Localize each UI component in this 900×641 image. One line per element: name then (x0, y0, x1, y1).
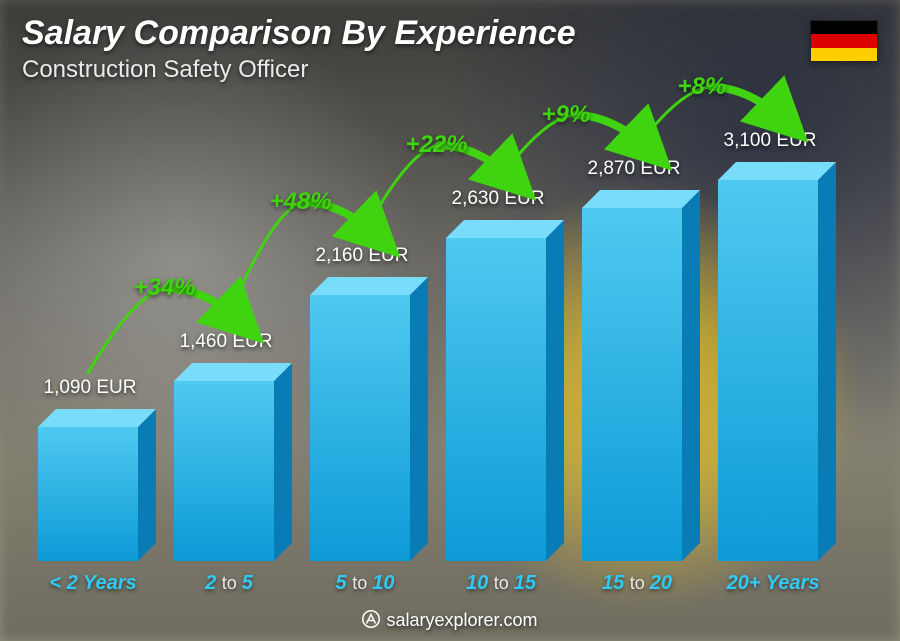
footer-text: salaryexplorer.com (386, 610, 537, 630)
flag-stripe-black (811, 21, 877, 34)
bar-side-face (138, 409, 156, 561)
chart-title: Salary Comparison By Experience (22, 14, 576, 53)
bar-front (446, 238, 546, 561)
bar-category-label: 15 to 20 (569, 572, 705, 595)
growth-pct-label: +9% (542, 101, 591, 129)
bar-value-label: 2,630 EUR (428, 188, 568, 210)
bar-value-label: 3,100 EUR (700, 130, 840, 152)
bar (38, 427, 138, 561)
bar-side-face (682, 190, 700, 561)
flag-stripe-gold (811, 48, 877, 61)
footer: salaryexplorer.com (0, 610, 900, 631)
bar-side-face (546, 220, 564, 561)
logo-icon (362, 610, 380, 628)
bar-value-label: 1,090 EUR (20, 377, 160, 399)
bar-top-face (446, 220, 564, 238)
flag-stripe-red (811, 34, 877, 47)
chart-subtitle: Construction Safety Officer (22, 56, 308, 84)
growth-pct-label: +8% (678, 73, 727, 101)
bar (718, 180, 818, 561)
bar-side-face (410, 277, 428, 561)
bar-value-label: 2,160 EUR (292, 245, 432, 267)
bar-side-face (274, 363, 292, 561)
bar-category-label: 20+ Years (705, 572, 841, 595)
bar-side-face (818, 162, 836, 561)
bar-chart: 1,090 EUR< 2 Years1,460 EUR2 to 52,160 E… (30, 100, 850, 561)
bar-top-face (718, 162, 836, 180)
bar-top-face (310, 277, 428, 295)
country-flag-germany (810, 20, 878, 62)
bar-front (718, 180, 818, 561)
bar (310, 295, 410, 561)
bar-front (310, 295, 410, 561)
bar-category-label: 5 to 10 (297, 572, 433, 595)
growth-pct-label: +22% (406, 131, 468, 159)
bar-value-label: 1,460 EUR (156, 331, 296, 353)
bar-category-label: < 2 Years (25, 572, 161, 595)
bar (446, 238, 546, 561)
bar-top-face (38, 409, 156, 427)
bar-category-label: 2 to 5 (161, 572, 297, 595)
bar-top-face (174, 363, 292, 381)
bar-front (174, 381, 274, 561)
bar-top-face (582, 190, 700, 208)
bar-value-label: 2,870 EUR (564, 158, 704, 180)
bar-front (582, 208, 682, 561)
bar (582, 208, 682, 561)
bar-front (38, 427, 138, 561)
bar (174, 381, 274, 561)
growth-pct-label: +48% (270, 188, 332, 216)
bar-category-label: 10 to 15 (433, 572, 569, 595)
infographic-stage: Salary Comparison By Experience Construc… (0, 0, 900, 641)
growth-pct-label: +34% (134, 274, 196, 302)
